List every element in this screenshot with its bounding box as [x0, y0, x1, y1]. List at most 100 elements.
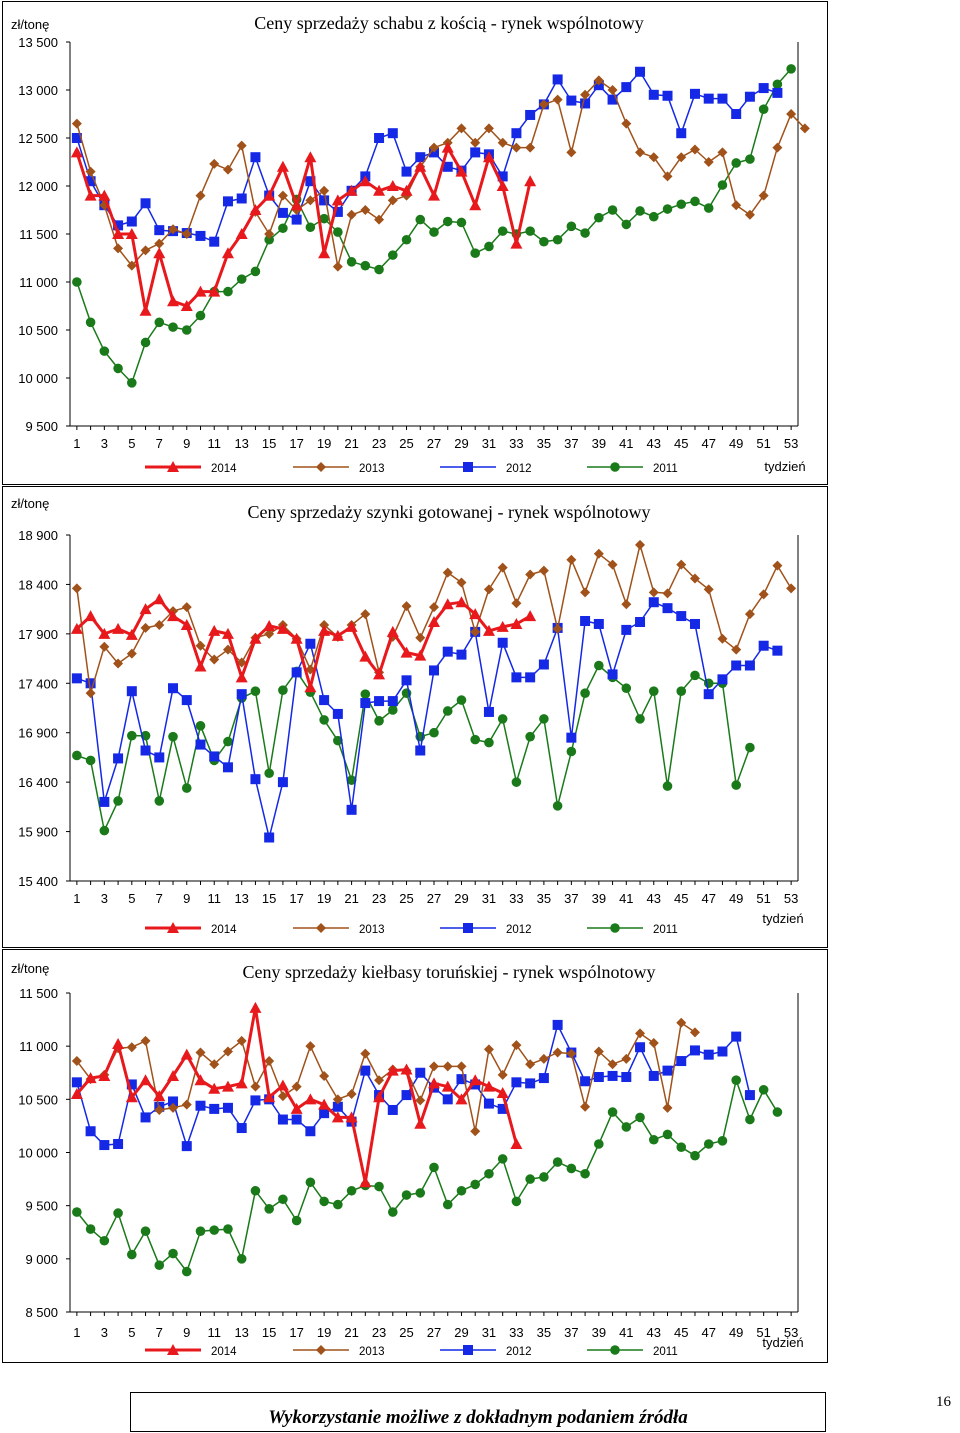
data-point: [717, 1046, 728, 1057]
data-point: [195, 230, 206, 241]
x-tick-label: 47: [701, 436, 715, 451]
data-point: [676, 1017, 687, 1028]
data-point: [331, 194, 344, 206]
data-point: [168, 1096, 179, 1107]
data-point: [194, 1074, 207, 1086]
x-tick-label: 39: [592, 1325, 606, 1340]
data-point: [511, 1196, 522, 1207]
y-tick-label: 18 900: [18, 528, 58, 543]
data-point: [648, 152, 659, 163]
data-point: [235, 671, 248, 683]
data-point: [373, 184, 386, 196]
data-point: [717, 1136, 728, 1146]
data-point: [305, 1041, 316, 1052]
data-point: [277, 190, 288, 201]
data-point: [442, 1094, 453, 1105]
data-point: [304, 151, 317, 163]
data-point: [676, 199, 687, 210]
data-point: [264, 1056, 275, 1067]
y-tick-label: 10 000: [18, 371, 58, 386]
chart-panel-szynka: Ceny sprzedaży szynki gotowanej - rynek …: [2, 486, 828, 948]
data-point: [304, 681, 317, 693]
data-point: [318, 247, 331, 259]
x-tick-label: 31: [482, 891, 496, 906]
data-point: [744, 609, 755, 620]
data-point: [593, 1072, 604, 1083]
legend-marker: [316, 923, 326, 933]
x-tick-label: 19: [317, 1325, 331, 1340]
data-point: [662, 781, 673, 791]
y-tick-label: 15 900: [18, 825, 58, 840]
data-point: [98, 1069, 111, 1081]
data-point: [429, 1061, 439, 1072]
x-tick-label: 39: [592, 891, 606, 906]
data-point: [731, 200, 742, 211]
data-point: [593, 548, 604, 559]
data-point: [429, 602, 439, 613]
data-point: [359, 175, 372, 187]
data-point: [538, 565, 549, 576]
data-point: [332, 708, 343, 719]
data-point: [387, 250, 398, 260]
data-point: [538, 659, 549, 670]
data-point: [222, 196, 233, 207]
series-2014: [70, 1001, 523, 1188]
data-point: [621, 82, 632, 93]
data-point: [127, 378, 137, 388]
data-point: [758, 83, 769, 94]
data-point: [153, 247, 166, 259]
data-point: [538, 1073, 549, 1084]
data-point: [401, 675, 412, 686]
data-point: [319, 1108, 330, 1119]
y-tick-label: 17 400: [18, 676, 58, 691]
x-tick-label: 25: [399, 436, 413, 451]
x-tick-label: 19: [317, 891, 331, 906]
x-tick-label: 15: [262, 1325, 276, 1340]
data-point: [346, 209, 357, 220]
data-point: [662, 603, 673, 614]
data-point: [429, 1162, 439, 1173]
data-point: [525, 672, 536, 683]
data-point: [607, 1107, 618, 1117]
data-point: [360, 205, 371, 215]
data-point: [84, 1072, 97, 1084]
x-tick-label: 1: [73, 891, 80, 906]
data-point: [140, 745, 151, 756]
data-point: [332, 1094, 343, 1105]
y-tick-label: 10 000: [18, 1146, 58, 1161]
data-point: [112, 622, 125, 634]
data-point: [621, 219, 632, 230]
data-point: [181, 1099, 192, 1110]
data-point: [552, 623, 563, 634]
data-point: [511, 777, 522, 787]
y-tick-label: 10 500: [18, 323, 58, 338]
data-point: [415, 1067, 426, 1078]
data-point: [442, 1199, 453, 1210]
x-tick-label: 49: [729, 1325, 743, 1340]
data-point: [276, 622, 289, 634]
data-point: [250, 774, 261, 785]
data-point: [566, 732, 577, 743]
data-point: [428, 189, 440, 201]
x-tick-label: 13: [234, 891, 248, 906]
data-point: [786, 109, 797, 119]
data-point: [594, 660, 604, 671]
data-point: [621, 683, 632, 694]
y-tick-label: 17 900: [18, 627, 58, 642]
data-point: [70, 146, 83, 158]
legend-item-2013: 2013: [293, 923, 385, 936]
data-point: [126, 648, 137, 659]
data-point: [414, 1117, 427, 1129]
y-tick-label: 16 900: [18, 726, 58, 741]
data-point: [249, 632, 262, 644]
data-point: [264, 768, 274, 779]
x-tick-label: 3: [101, 1325, 108, 1340]
data-point: [745, 742, 755, 753]
data-point: [113, 1208, 123, 1218]
data-point: [594, 1139, 604, 1149]
data-point: [580, 587, 591, 598]
data-point: [415, 1095, 426, 1106]
y-axis-unit: zł/tonę: [11, 496, 49, 511]
data-point: [208, 624, 221, 636]
data-point: [236, 1123, 247, 1134]
